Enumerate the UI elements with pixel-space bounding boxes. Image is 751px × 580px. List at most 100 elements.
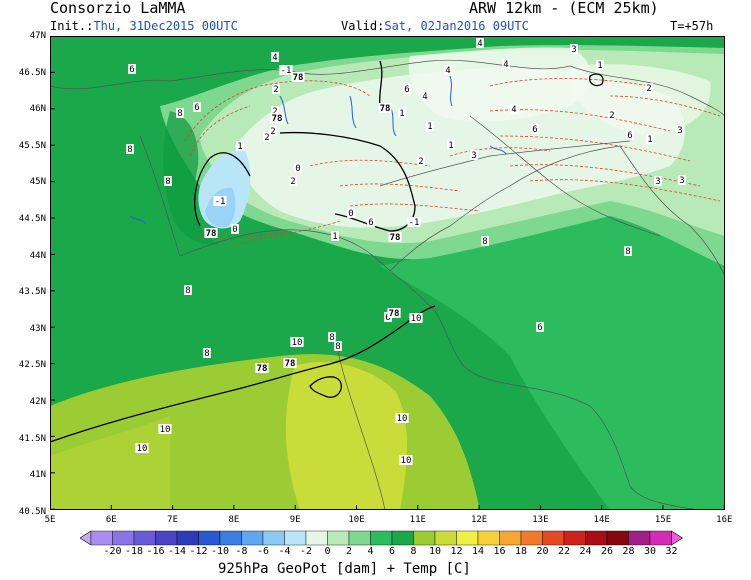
lat-label: 40.5N [18,506,46,517]
temp-label-bg [409,313,423,323]
colorbar-cell [434,530,457,546]
colorbar-left-arrow [80,530,92,546]
temp-label: -1 [281,66,292,76]
colorbar-label: -10 [210,546,230,557]
colorbar-cell [391,530,414,546]
temp-label: 6 [194,103,199,113]
temp-label-bg [398,108,406,118]
geopot-label: 78 [257,364,268,374]
geopot-label-bg [388,232,402,242]
temp-label-bg [481,236,489,246]
temp-label: 3 [679,176,684,186]
temp-label: 4 [477,39,482,49]
lat-label: 46.5N [18,67,46,78]
temp-label-bg [176,108,184,118]
colorbar-label: 8 [410,546,417,557]
temp-label: 1 [597,61,602,71]
geopot-label-bg [255,363,269,373]
temp-label: 2 [272,107,277,117]
colorbar-cell [305,530,328,546]
colorbar-cell [563,530,586,546]
colorbar-label: 24 [579,546,592,557]
temp-label: 2 [264,133,269,143]
temp-label: 4 [503,60,508,70]
lon-label: 11E [409,515,426,525]
temp-label-bg [426,121,434,131]
geopot-label: 78 [389,309,400,319]
colorbar-label: 32 [665,546,678,557]
temp-label: 2 [270,127,275,137]
forecast-map: 886684222221010-102441112344123668886688… [50,36,725,510]
temp-label: 4 [511,105,516,115]
temp-label-bg [502,59,510,69]
colorbar-cell [585,530,608,546]
org-title: Consorzio LaMMA [50,0,186,17]
colorbar-label: 22 [557,546,571,557]
temp-label: 10 [160,425,171,435]
map-frame [50,36,725,510]
colorbar-cell [327,530,350,546]
temp-label: 2 [418,157,423,167]
temp-label: 2 [273,85,278,95]
model-title: ARW 12km - (ECM 25km) [469,0,659,17]
temp-label-bg [444,65,452,75]
colorbar-label: 14 [471,546,485,557]
colorbar-cell [198,530,221,546]
lat-label: 41.5N [18,433,46,444]
geopot-label: 78 [285,359,296,369]
colorbar-label: 30 [643,546,657,557]
temp-label: 10 [397,414,408,424]
lat-label: 42N [29,397,46,407]
temp-label-bg [158,424,172,434]
temp-label-bg [395,413,409,423]
colorbar-label: 20 [536,546,549,557]
valid-info: Valid:Sat, 02Jan2016 09UTC [341,20,529,33]
temp-label-bg [213,196,227,206]
lat-label: 44.5N [18,214,46,224]
colorbar-cell [176,530,199,546]
colorbar-cell [542,530,565,546]
temp-label: 0 [232,225,237,235]
temp-label: 10 [411,314,422,324]
colorbar-cell [241,530,264,546]
lat-label: 43N [29,323,46,334]
temp-label: 6 [404,85,409,95]
geopot-label-bg [387,308,401,318]
temp-label-bg [403,84,411,94]
geopot-label-bg [283,358,297,368]
colorbar-label: 12 [450,546,463,557]
temp-label-bg [536,322,544,332]
colorbar-label: -6 [256,546,270,557]
temp-label: 8 [204,349,209,359]
colorbar-label: -4 [278,546,291,557]
temp-label: 10 [292,338,303,348]
geopot-contours [50,60,604,443]
forecast-step: T=+57h [670,19,714,33]
colorbar-label: 28 [622,546,635,557]
temp-label-bg [608,110,616,120]
temp-label: 10 [137,444,148,454]
temp-label-bg [289,176,297,186]
lat-label: 41N [29,470,46,481]
temp-label-bg [510,104,518,114]
temp-label-bg [447,140,455,150]
colorbar [80,530,684,546]
lat-label: 45.5N [18,140,46,151]
temp-label-bg [407,217,421,227]
lon-label: 13E [532,515,549,525]
temp-label-bg [626,130,634,140]
colorbar-label: 26 [600,546,614,557]
temp-label-bg [279,65,293,75]
temp-label-bg [596,60,604,70]
temp-label: 8 [335,342,340,352]
temp-label-bg [193,102,201,112]
lon-label: 14E [593,515,610,525]
lat-label: 47N [29,31,46,41]
lon-label: 6E [105,515,117,525]
geopot-label: 78 [380,104,391,114]
temp-label: 10 [401,456,412,466]
lon-label: 8E [228,515,240,525]
colorbar-cell [413,530,436,546]
temp-field-0to2 [235,67,685,228]
temp-label-bg [331,231,339,241]
